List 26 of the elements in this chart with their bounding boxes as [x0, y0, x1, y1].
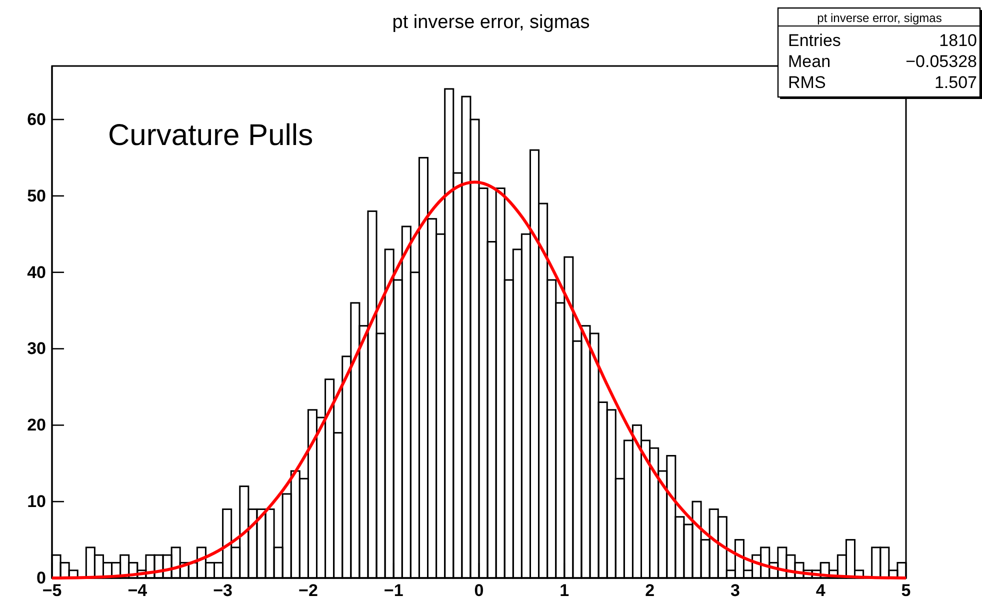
x-tick-label: −3 [213, 581, 232, 600]
annotation: RMS [788, 73, 826, 92]
x-tick-label: 1 [560, 581, 570, 600]
y-tick-label: 0 [36, 568, 46, 588]
x-tick-label: 5 [901, 581, 911, 600]
y-tick-label: 60 [27, 110, 46, 129]
y-tick-label: 50 [27, 186, 46, 206]
x-tick-label: 4 [816, 581, 826, 600]
y-tick-label: 10 [27, 492, 46, 512]
y-tick-label: 20 [27, 416, 46, 435]
x-tick-label: −2 [298, 581, 318, 600]
y-tick-label: 40 [27, 262, 46, 282]
x-tick-label: 2 [645, 581, 655, 600]
y-tick-label: 30 [27, 339, 46, 358]
text: Entries [788, 31, 841, 50]
x-tick-label: 0 [474, 581, 484, 600]
text: 1810 [939, 31, 977, 50]
text: pt inverse error, sigmas [817, 11, 942, 25]
chart-title: pt inverse error, sigmas [392, 12, 590, 33]
annotation: Mean [788, 52, 831, 71]
x-tick-label: 3 [730, 581, 740, 600]
annotation: Curvature Pulls [108, 119, 314, 152]
annotation: −0.05328 [906, 52, 977, 71]
text: 1.507 [934, 73, 977, 92]
x-tick-label: −4 [128, 581, 148, 600]
x-tick-label: −1 [384, 581, 404, 600]
